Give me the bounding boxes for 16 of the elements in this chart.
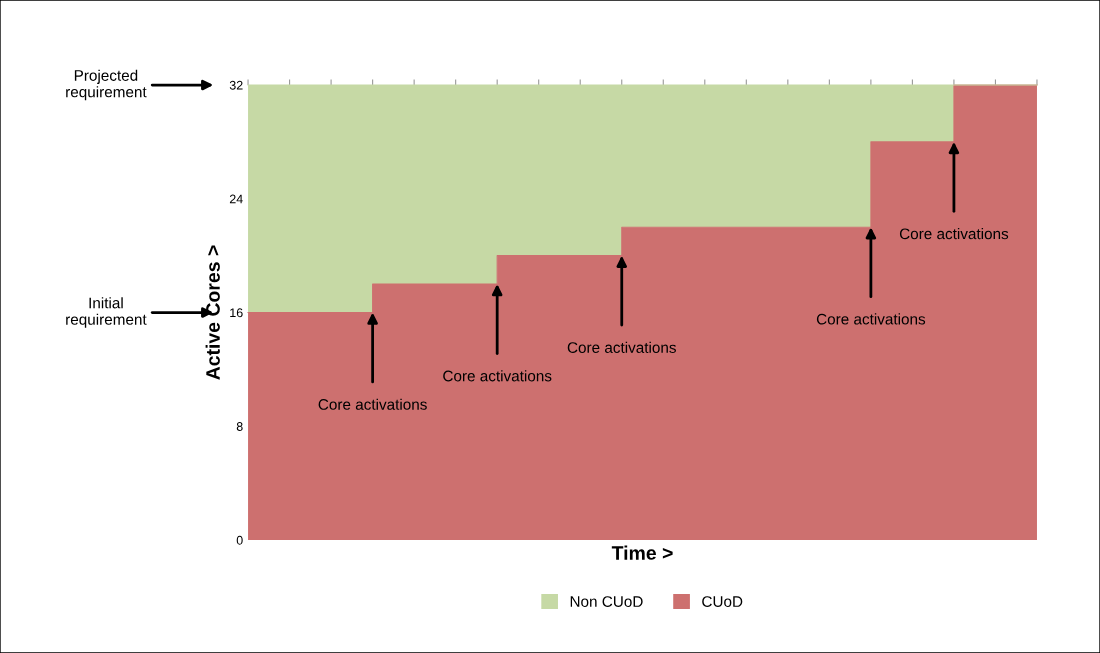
annotation: Core activations [899,228,1009,240]
x-axis-title: Time > [611,545,673,560]
y-tick-label: 32 [229,80,243,90]
annotation: Core activations [816,313,926,325]
y-tick-label: 24 [229,194,243,204]
y-tick-label: 8 [236,422,243,431]
legend-label: Non CUoD [570,596,643,607]
annotation: Core activations [567,341,676,353]
annotation: Core activations [318,398,427,410]
y-tick-label: 0 [236,535,243,545]
text: Projected requirement [66,69,147,101]
annotation: Core activations [443,370,552,382]
legend-label: CUoD [702,596,743,607]
text: Initial requirement [66,297,147,328]
y-tick-label: 16 [230,308,243,318]
y-axis-title: Active Cores > [205,245,220,380]
